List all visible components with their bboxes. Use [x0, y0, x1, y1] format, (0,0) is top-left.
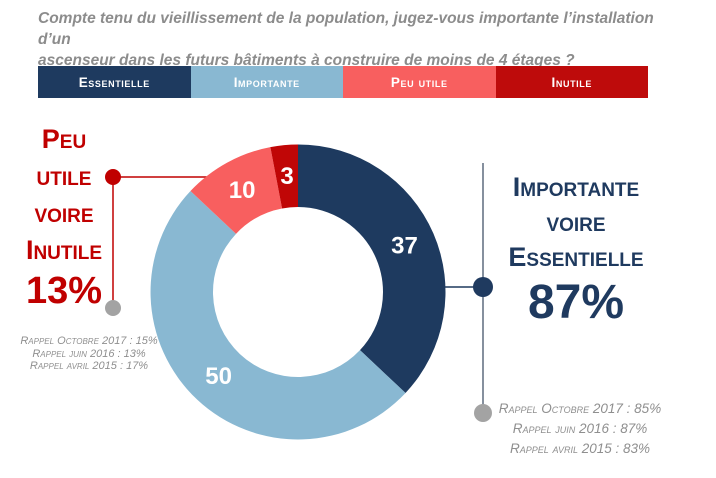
right-rappel-2016: Rappel juin 2016 : 87%	[512, 421, 648, 436]
left-callout-text: Peu utile voire Inutile 13%	[4, 121, 124, 313]
left-rappel-2016: Rappel juin 2016 : 13%	[32, 347, 146, 360]
right-callout-dot-navy	[473, 277, 493, 297]
right-callout-text: Importante voire Essentielle 87%	[493, 170, 659, 331]
legend-bar: Essentielle Importante Peu utile Inutile	[38, 66, 648, 98]
left-callout-dot-gray	[105, 300, 121, 316]
donut-segments: 37 50 10 3	[150, 144, 446, 440]
segment-value-label-essentielle: 37	[391, 232, 418, 259]
left-callout-dot-red	[105, 169, 121, 185]
segment-value-label-inutile: 3	[280, 163, 293, 190]
right-rappel-2015: Rappel avril 2015 : 83%	[509, 441, 651, 456]
right-rappel-2017: Rappel Octobre 2017 : 85%	[498, 401, 662, 416]
segment-value-label-peu-utile: 10	[229, 177, 256, 204]
donut-segment-essentielle	[298, 144, 446, 393]
right-callout-word-2: voire	[546, 207, 606, 237]
legend-item-peu-utile: Peu utile	[343, 66, 496, 98]
left-rappel-2017: Rappel Octobre 2017 : 15%	[20, 335, 158, 347]
donut-segment-importante	[150, 191, 406, 440]
right-rappel-block: Rappel Octobre 2017 : 85% Rappel juin 20…	[480, 399, 680, 459]
left-callout-word-2: utile	[36, 161, 92, 191]
question-title-line2: ascenseur dans les futurs bâtiments à co…	[38, 52, 575, 69]
donut-segment-inutile	[270, 144, 298, 209]
question-title-line1: Compte tenu du vieillissement de la popu…	[38, 10, 654, 48]
legend-item-importante: Importante	[190, 66, 343, 98]
right-callout-percentage: 87%	[527, 276, 625, 329]
donut-segment-peu-utile	[190, 147, 283, 234]
left-callout-percentage: 13%	[25, 270, 103, 312]
right-callout-dot-gray	[474, 404, 492, 422]
question-title: Compte tenu du vieillissement de la popu…	[38, 8, 688, 71]
left-rappel-block: Rappel Octobre 2017 : 15% Rappel juin 20…	[8, 335, 170, 373]
legend-item-essentielle: Essentielle	[38, 66, 191, 98]
left-callout-word-3: voire	[34, 198, 94, 228]
left-callout-word-1: Peu	[41, 124, 87, 154]
left-rappel-2015: Rappel avril 2015 : 17%	[29, 360, 149, 372]
right-callout-word-1: Importante	[512, 172, 640, 202]
right-callout-word-3: Essentielle	[508, 242, 644, 272]
legend-item-inutile: Inutile	[495, 66, 648, 98]
left-callout-word-4: Inutile	[25, 235, 103, 265]
segment-value-label-importante: 50	[205, 363, 232, 390]
